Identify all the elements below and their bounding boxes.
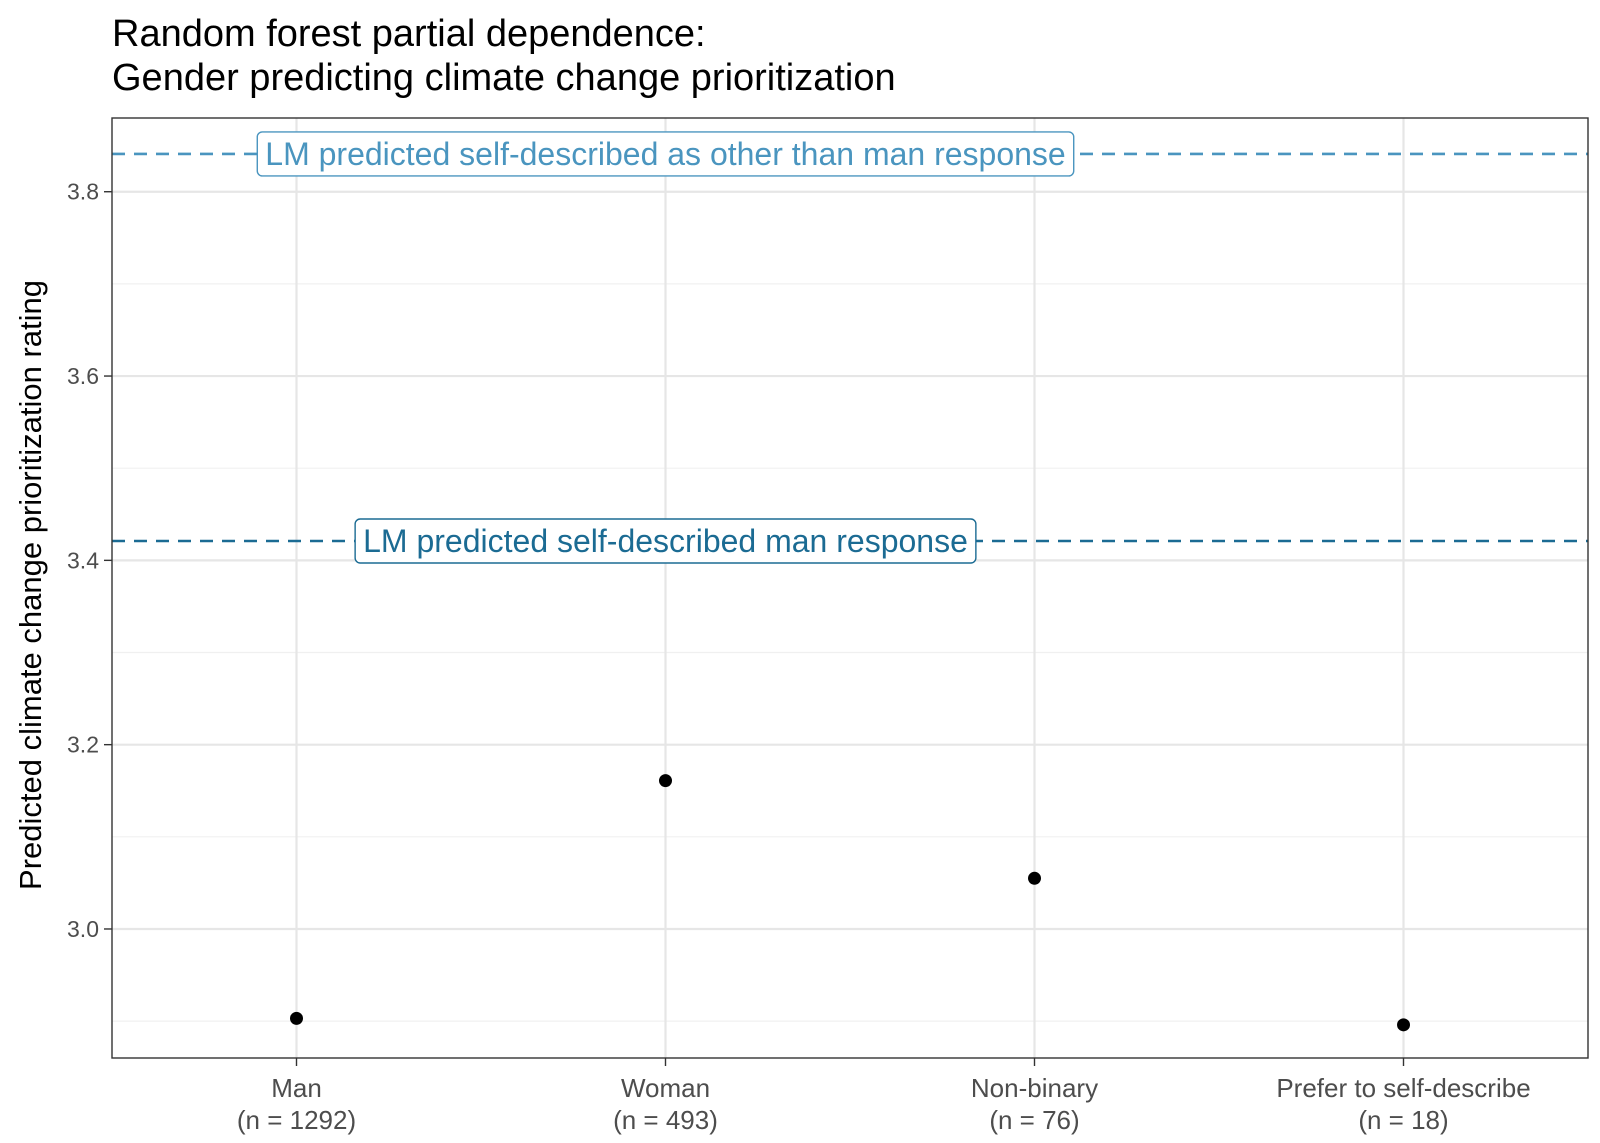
reference-lines: LM predicted self-described as other tha… — [112, 131, 1588, 564]
data-point — [290, 1011, 303, 1025]
y-tick-label: 3.2 — [67, 732, 99, 758]
x-tick-label-category: Non-binary — [971, 1073, 1098, 1103]
y-tick-label: 3.6 — [67, 363, 99, 389]
reference-line-label-text: LM predicted self-described as other tha… — [265, 136, 1065, 172]
x-tick-label-count: (n = 76) — [989, 1105, 1079, 1135]
x-tick-label-count: (n = 493) — [613, 1105, 718, 1135]
x-tick-label-count: (n = 18) — [1358, 1105, 1448, 1135]
data-points — [290, 774, 1410, 1032]
x-tick-label-count: (n = 1292) — [237, 1105, 356, 1135]
y-tick-label: 3.4 — [67, 547, 99, 573]
data-point — [1397, 1018, 1410, 1032]
data-point — [1028, 871, 1041, 885]
y-axis: 3.0 3.2 3.4 3.6 3.8 — [67, 179, 112, 942]
x-axis: Man(n = 1292)Woman(n = 493)Non-binary(n … — [237, 1058, 1531, 1135]
major-gridlines — [112, 118, 1588, 1058]
y-axis-label: Predicted climate change prioritization … — [13, 280, 48, 890]
reference-line-label-box — [354, 518, 977, 564]
x-tick-label-category: Woman — [621, 1073, 710, 1103]
plot-panel-border — [111, 117, 1589, 1059]
y-tick-label: 3.8 — [67, 179, 99, 205]
y-tick-label: 3.0 — [67, 916, 99, 942]
reference-line-label-text: LM predicted self-described man response — [363, 523, 968, 559]
chart-title: Random forest partial dependence: Gender… — [112, 13, 896, 99]
reference-line-label: LM predicted self-described man response — [354, 518, 977, 564]
x-tick-label-category: Man — [271, 1073, 322, 1103]
reference-line-label-box — [256, 131, 1075, 177]
chart-title-line-2: Gender predicting climate change priorit… — [112, 57, 896, 99]
data-point — [659, 774, 672, 788]
reference-line-label: LM predicted self-described as other tha… — [256, 131, 1075, 177]
chart-title-line-1: Random forest partial dependence: — [112, 13, 706, 55]
minor-gridlines — [112, 283, 1588, 1022]
x-tick-label-category: Prefer to self-describe — [1276, 1073, 1530, 1103]
